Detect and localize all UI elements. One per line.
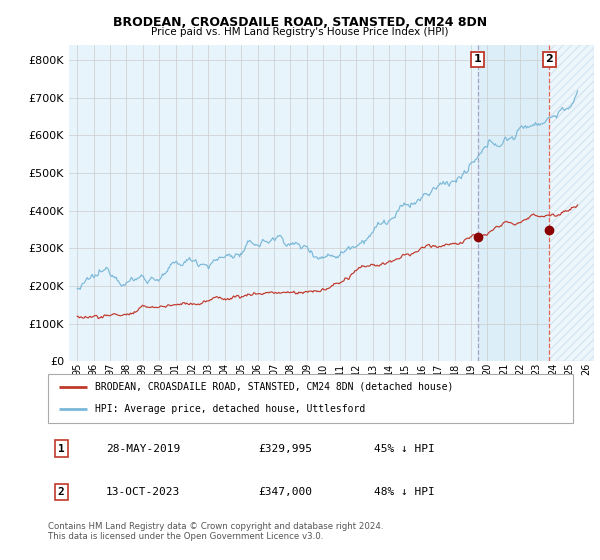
Text: 1: 1: [473, 54, 481, 64]
Text: BRODEAN, CROASDAILE ROAD, STANSTED, CM24 8DN: BRODEAN, CROASDAILE ROAD, STANSTED, CM24…: [113, 16, 487, 29]
Text: £347,000: £347,000: [258, 487, 312, 497]
Bar: [550, 45, 594, 361]
Bar: [478, 45, 550, 361]
Text: 1: 1: [58, 444, 65, 454]
Text: 28-MAY-2019: 28-MAY-2019: [106, 444, 180, 454]
Text: BRODEAN, CROASDAILE ROAD, STANSTED, CM24 8DN (detached house): BRODEAN, CROASDAILE ROAD, STANSTED, CM24…: [95, 382, 454, 392]
Text: Contains HM Land Registry data © Crown copyright and database right 2024.
This d: Contains HM Land Registry data © Crown c…: [48, 522, 383, 542]
Text: HPI: Average price, detached house, Uttlesford: HPI: Average price, detached house, Uttl…: [95, 404, 365, 414]
Text: 45% ↓ HPI: 45% ↓ HPI: [373, 444, 434, 454]
Text: Price paid vs. HM Land Registry's House Price Index (HPI): Price paid vs. HM Land Registry's House …: [151, 27, 449, 38]
FancyBboxPatch shape: [48, 374, 573, 423]
Polygon shape: [550, 45, 594, 361]
Text: £329,995: £329,995: [258, 444, 312, 454]
Text: 48% ↓ HPI: 48% ↓ HPI: [373, 487, 434, 497]
Text: 13-OCT-2023: 13-OCT-2023: [106, 487, 180, 497]
Text: 2: 2: [545, 54, 553, 64]
Text: 2: 2: [58, 487, 65, 497]
